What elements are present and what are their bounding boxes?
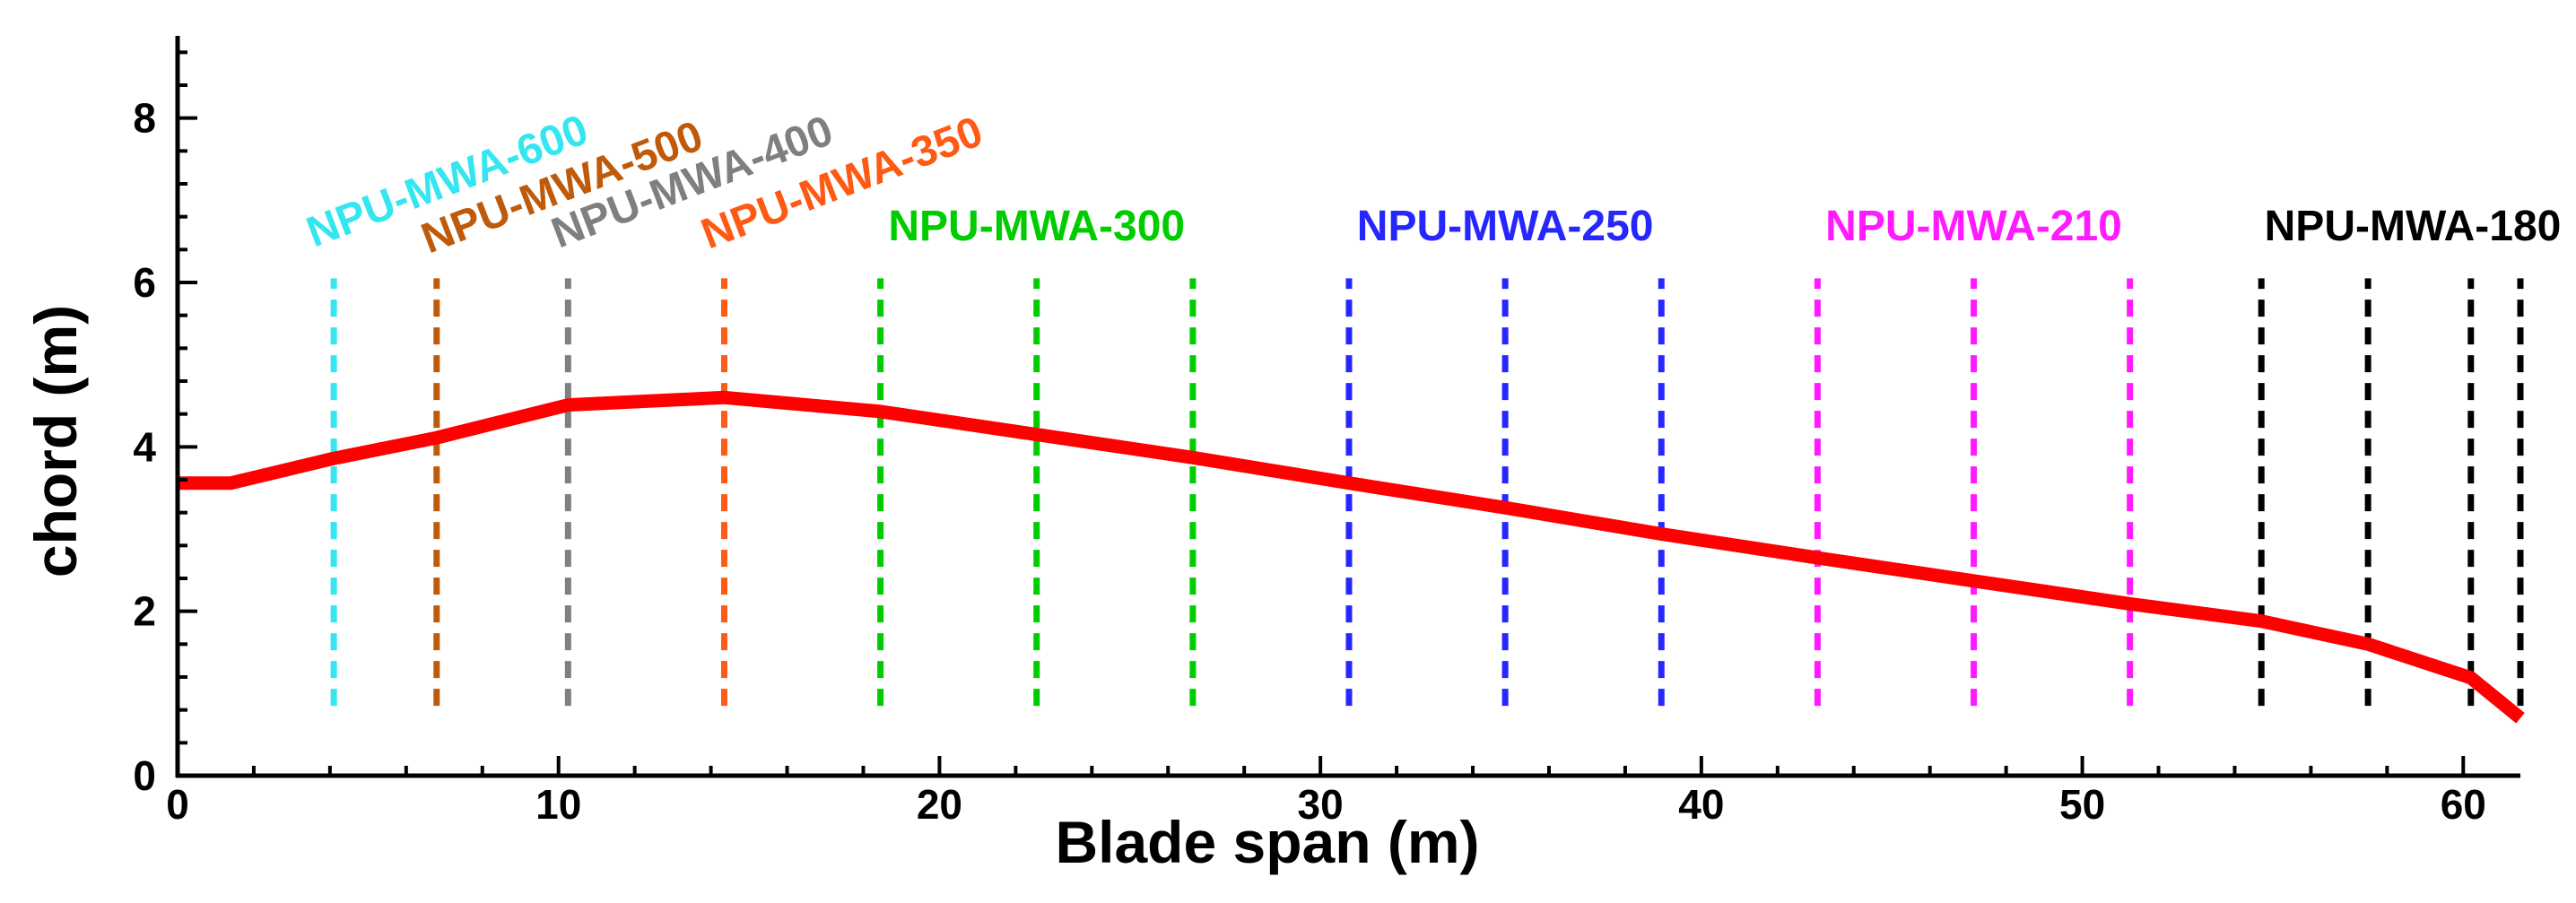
x-tick-label: 50 [2059, 781, 2105, 828]
x-tick-label: 60 [2441, 781, 2486, 828]
label-npu-mwa-250: NPU-MWA-250 [1357, 203, 1654, 250]
y-axis-title: chord (m) [22, 305, 89, 577]
y-tick-label: 6 [133, 259, 156, 306]
y-tick-label: 4 [133, 423, 156, 470]
x-tick-label: 0 [166, 781, 189, 828]
x-tick-label: 40 [1678, 781, 1724, 828]
y-tick-label: 8 [133, 95, 156, 142]
y-tick-label: 0 [133, 752, 156, 799]
label-npu-mwa-300: NPU-MWA-300 [888, 203, 1185, 250]
x-tick-label: 20 [917, 781, 962, 828]
x-axis-title: Blade span (m) [1055, 809, 1479, 875]
airfoil-labels: NPU-MWA-600NPU-MWA-500NPU-MWA-400NPU-MWA… [300, 106, 2561, 263]
series-line-chord [178, 390, 2525, 724]
x-tick-label: 30 [1298, 781, 1344, 828]
axes: 0 10 20 30 40 50 60 0 2 4 6 8 [133, 36, 2520, 828]
x-tick-label: 10 [535, 781, 581, 828]
airfoil-sections [330, 278, 2524, 707]
y-tick-label: 2 [133, 588, 156, 635]
label-npu-mwa-180: NPU-MWA-180 [2265, 203, 2562, 250]
label-npu-mwa-210: NPU-MWA-210 [1825, 203, 2122, 250]
chord-series [178, 390, 2525, 724]
